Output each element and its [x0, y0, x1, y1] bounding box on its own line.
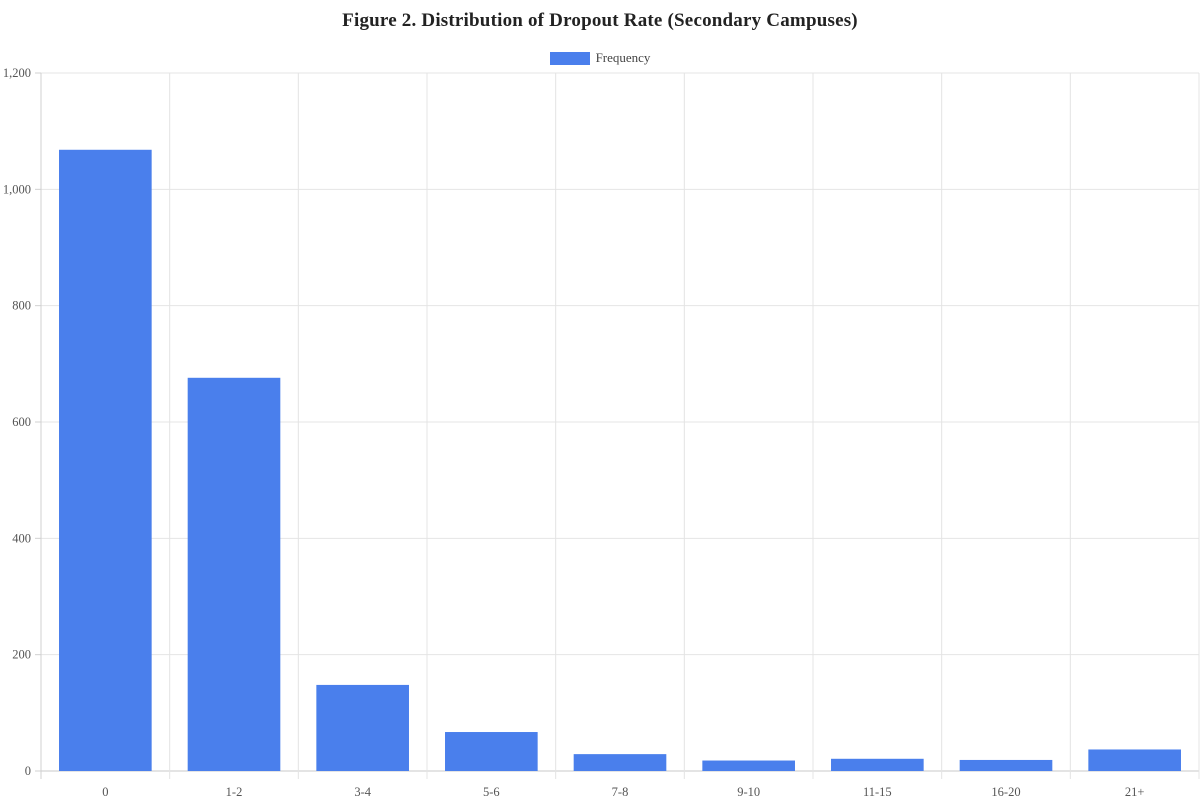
y-tick-label: 800: [12, 299, 31, 313]
x-tick-label: 1-2: [226, 785, 243, 799]
y-tick-label: 0: [25, 764, 31, 778]
bar-11-15[interactable]: [831, 758, 924, 771]
x-tick-label: 21+: [1125, 785, 1145, 799]
y-tick-label: 1,200: [3, 66, 31, 80]
x-tick-label: 9-10: [737, 785, 760, 799]
bar-21+[interactable]: [1088, 749, 1181, 771]
legend: Frequency: [0, 50, 1200, 66]
legend-label: Frequency: [595, 50, 651, 65]
bar-5-6[interactable]: [445, 732, 538, 771]
x-tick-label: 7-8: [612, 785, 629, 799]
y-tick-label: 400: [12, 531, 31, 545]
y-tick-label: 200: [12, 648, 31, 662]
x-tick-label: 3-4: [354, 785, 371, 799]
x-tick-label: 5-6: [483, 785, 500, 799]
bars: [59, 149, 1181, 771]
x-tick-label: 0: [102, 785, 108, 799]
bar-16-20[interactable]: [959, 759, 1053, 771]
x-tick-label: 16-20: [991, 785, 1020, 799]
bar-9-10[interactable]: [702, 760, 795, 771]
bar-1-2[interactable]: [187, 377, 281, 771]
y-tick-label: 600: [12, 415, 31, 429]
chart-title: Figure 2. Distribution of Dropout Rate (…: [342, 10, 858, 31]
y-tick-label: 1,000: [3, 182, 31, 196]
bar-3-4[interactable]: [316, 684, 409, 771]
axes: [35, 72, 41, 772]
legend-swatch: [549, 51, 590, 65]
tick-labels: 0 200 400 600 800 1,000 1,200 0 1-2 3-4 5-6 7-8 9-10…: [3, 66, 1145, 799]
x-tick-label: 11-15: [863, 785, 892, 799]
bar-0[interactable]: [59, 149, 152, 771]
bar-7-8[interactable]: [573, 754, 667, 771]
